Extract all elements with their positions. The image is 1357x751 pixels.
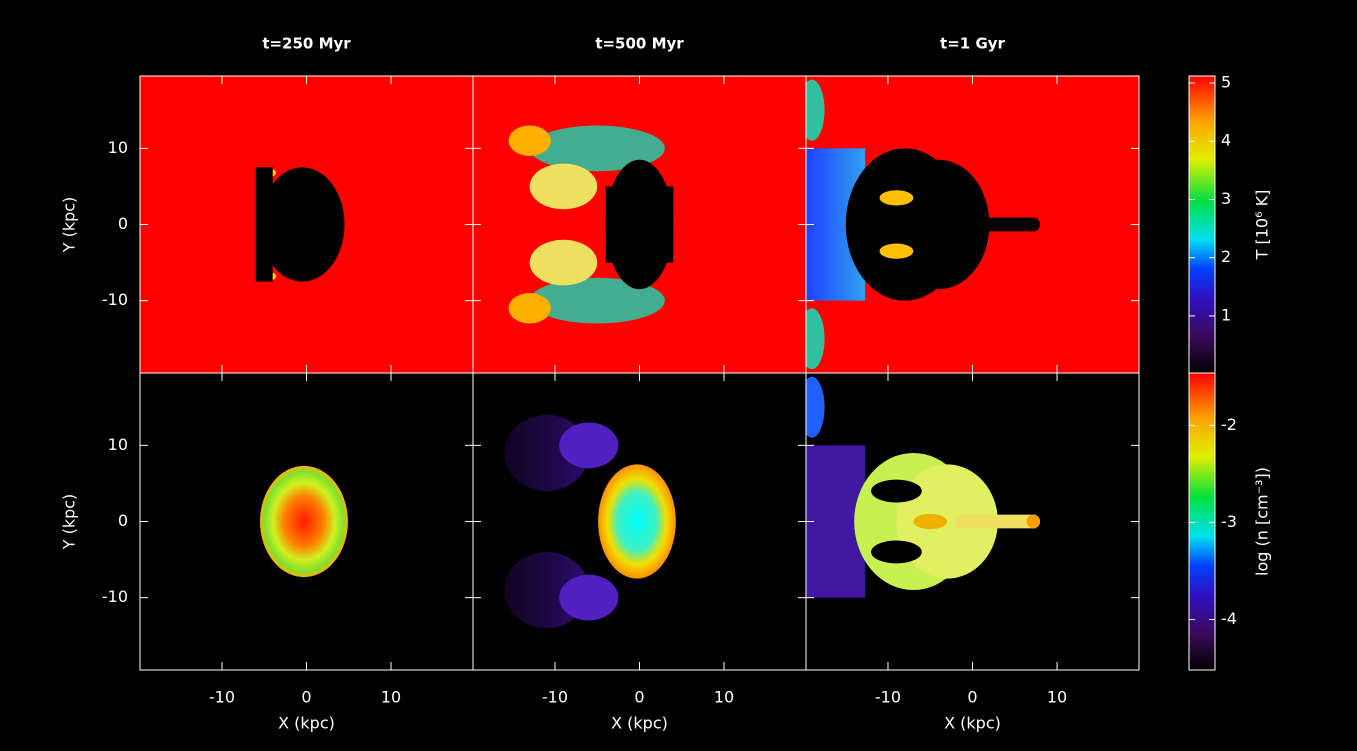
image (140, 76, 473, 373)
structure (913, 513, 948, 530)
structure (508, 293, 551, 324)
colorbar-tick-label: -4 (1221, 609, 1237, 628)
colorbar-tick-label: -3 (1221, 512, 1237, 531)
colorbar-tick-label: 5 (1221, 72, 1231, 91)
structure (806, 376, 825, 438)
x-tick-label: 10 (381, 688, 401, 707)
x-tick-label: 10 (714, 688, 734, 707)
colorbar-tick-label: 2 (1221, 247, 1231, 266)
colorbar-tick-label: -2 (1221, 415, 1237, 434)
structure (529, 163, 598, 210)
x-tick-label: 10 (1047, 688, 1067, 707)
structure (806, 79, 825, 141)
x-axis-label: X (kpc) (944, 714, 1001, 733)
colorbar (1188, 75, 1216, 374)
structure (896, 464, 998, 579)
x-tick-label: 0 (967, 688, 977, 707)
y-tick-label: 0 (118, 511, 128, 530)
x-axis-label: X (kpc) (611, 714, 668, 733)
x-tick-label: 0 (634, 688, 644, 707)
panel-image (805, 372, 1140, 671)
panel-image (472, 75, 807, 374)
image (473, 373, 806, 670)
structure (955, 514, 1036, 529)
y-tick-label: 0 (118, 214, 128, 233)
x-tick-label: 0 (301, 688, 311, 707)
x-axis-label: X (kpc) (278, 714, 335, 733)
y-axis-label: Y (kpc) (60, 197, 79, 254)
structure (1026, 217, 1041, 232)
structure (529, 239, 598, 286)
y-tick-label: -10 (102, 290, 128, 309)
structure (598, 464, 676, 579)
column-title: t=1 Gyr (940, 35, 1005, 53)
colorbar (1188, 372, 1216, 671)
y-tick-label: -10 (102, 587, 128, 606)
x-tick-label: -10 (209, 688, 235, 707)
structure (529, 277, 665, 324)
structure (260, 465, 348, 578)
structure (871, 479, 922, 503)
y-axis-label: Y (kpc) (60, 494, 79, 551)
structure (508, 125, 551, 156)
column-title: t=500 Myr (595, 35, 684, 53)
colorbar-tick-label: 3 (1221, 189, 1231, 208)
panel-image (805, 75, 1140, 374)
structure (806, 308, 825, 370)
y-tick-label: 10 (108, 138, 128, 157)
x-tick-label: -10 (542, 688, 568, 707)
image (473, 76, 806, 373)
colorbar-label: T [10⁶ K] (1253, 190, 1272, 261)
x-tick-label: -10 (875, 688, 901, 707)
structure (529, 125, 665, 172)
colorbar-tick-label: 1 (1221, 305, 1231, 324)
colorbar-tick-label: 4 (1221, 131, 1231, 150)
panel-image (472, 372, 807, 671)
structure (871, 540, 922, 564)
y-tick-label: 10 (108, 435, 128, 454)
structure (605, 186, 674, 263)
image (806, 76, 1139, 373)
structure (255, 167, 273, 282)
structure (559, 574, 619, 621)
panel-image (139, 372, 474, 671)
structure (559, 422, 619, 469)
colorbar-label: log (n [cm⁻³]) (1253, 467, 1272, 576)
structure (1026, 514, 1041, 529)
structure (887, 159, 990, 290)
structure (955, 217, 1036, 232)
column-title: t=250 Myr (262, 35, 351, 53)
panel-image (139, 75, 474, 374)
structure (879, 243, 914, 259)
structure (260, 167, 345, 282)
image (140, 373, 473, 670)
image (806, 373, 1139, 670)
structure (879, 190, 914, 206)
